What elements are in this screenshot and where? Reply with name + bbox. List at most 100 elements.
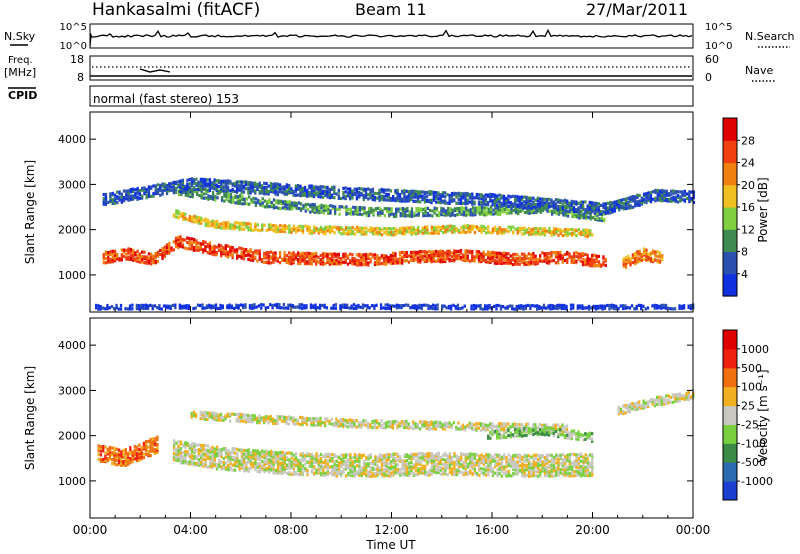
- echo-cell: [480, 205, 484, 209]
- echo-cell: [494, 453, 497, 457]
- echo-cell: [276, 225, 280, 229]
- echo-cell: [525, 262, 528, 266]
- echo-cell: [489, 453, 492, 457]
- echo-cell: [527, 252, 530, 256]
- echo-cell: [604, 206, 607, 211]
- echo-cell: [455, 201, 458, 205]
- echo-cell: [200, 193, 203, 197]
- echo-cell: [193, 186, 196, 190]
- echo-cell: [317, 189, 320, 193]
- echo-cell: [638, 249, 641, 253]
- echo-cell: [385, 459, 388, 463]
- echo-cell: [310, 259, 313, 264]
- echo-cell: [387, 256, 390, 260]
- echo-cell: [364, 187, 368, 191]
- echo-cell: [318, 206, 321, 210]
- echo-cell: [554, 252, 558, 257]
- echo-cell: [428, 454, 431, 458]
- echo-cell: [410, 228, 413, 232]
- echo-cell: [383, 214, 386, 218]
- echo-cell: [222, 465, 225, 469]
- echo-cell: [141, 255, 144, 259]
- echo-cell: [358, 186, 361, 191]
- echo-cell: [309, 205, 312, 209]
- echo-cell: [373, 306, 376, 310]
- echo-cell: [256, 259, 259, 263]
- echo-cell: [555, 212, 558, 216]
- echo-cell: [226, 188, 230, 192]
- echo-cell: [624, 306, 627, 310]
- echo-cell: [640, 196, 643, 200]
- echo-cell: [335, 226, 338, 230]
- echo-cell: [279, 223, 282, 228]
- echo-cell: [284, 200, 287, 204]
- echo-cell: [428, 473, 431, 477]
- echo-cell: [437, 250, 440, 254]
- echo-cell: [585, 216, 588, 221]
- echo-cell: [396, 468, 400, 472]
- echo-cell: [560, 306, 564, 311]
- echo-cell: [240, 187, 243, 191]
- echo-cell: [211, 466, 214, 470]
- echo-cell: [527, 198, 530, 202]
- echo-cell: [195, 218, 198, 222]
- echo-cell: [464, 466, 467, 470]
- echo-cell: [386, 207, 389, 211]
- echo-cell: [183, 304, 186, 308]
- echo-cell: [603, 217, 606, 221]
- echo-cell: [448, 462, 452, 467]
- echo-cell: [398, 256, 402, 260]
- echo-cell: [622, 264, 625, 268]
- echo-cell: [568, 228, 571, 232]
- echo-cell: [356, 212, 359, 216]
- echo-cell: [484, 304, 487, 308]
- echo-cell: [274, 258, 277, 262]
- echo-cell: [643, 251, 646, 255]
- echo-cell: [181, 185, 184, 189]
- echo-cell: [482, 229, 485, 233]
- echo-cell: [658, 197, 662, 201]
- echo-cell: [612, 306, 616, 311]
- echo-cell: [417, 454, 420, 459]
- echo-cell: [295, 471, 298, 475]
- frequency-panel: Freq. [MHz] 18 8 60 0 Nave: [4, 53, 775, 84]
- echo-cell: [477, 200, 481, 204]
- echo-cell: [179, 214, 182, 218]
- echo-cell: [532, 232, 535, 236]
- echo-cell: [477, 193, 481, 197]
- echo-cell: [322, 231, 325, 235]
- echo-cell: [301, 467, 305, 471]
- echo-cell: [398, 252, 402, 257]
- echo-cell: [193, 447, 196, 451]
- echo-cell: [222, 250, 225, 254]
- echo-cell: [224, 183, 227, 187]
- echo-cell: [487, 207, 490, 211]
- echo-cell: [464, 191, 467, 196]
- echo-cell: [622, 202, 625, 206]
- echo-cell: [145, 193, 148, 197]
- echo-cell: [328, 192, 331, 196]
- echo-cell: [315, 460, 318, 464]
- echo-cell: [534, 204, 537, 208]
- echo-cell: [127, 255, 130, 259]
- echo-cell: [224, 455, 228, 459]
- echo-cell: [191, 460, 194, 465]
- echo-cell: [526, 208, 529, 213]
- echo-cell: [222, 187, 225, 191]
- echo-cell: [545, 255, 549, 259]
- echo-cell: [369, 226, 372, 230]
- echo-cell: [561, 254, 564, 258]
- echo-cell: [243, 460, 246, 464]
- echo-cell: [348, 306, 351, 310]
- echo-cell: [326, 225, 329, 229]
- echo-cell: [297, 472, 300, 476]
- echo-cell: [337, 188, 340, 192]
- echo-cell: [588, 207, 591, 211]
- echo-cell: [308, 225, 311, 229]
- echo-cell: [163, 249, 166, 254]
- echo-cell: [343, 305, 347, 309]
- echo-cell: [471, 452, 474, 456]
- echo-cell: [683, 198, 686, 202]
- echo-cell: [236, 253, 239, 258]
- echo-cell: [102, 200, 105, 205]
